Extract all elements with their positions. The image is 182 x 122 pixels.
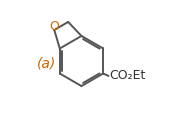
Text: (a): (a) <box>37 56 57 70</box>
Text: CO₂Et: CO₂Et <box>109 69 145 82</box>
Text: O: O <box>49 20 59 33</box>
